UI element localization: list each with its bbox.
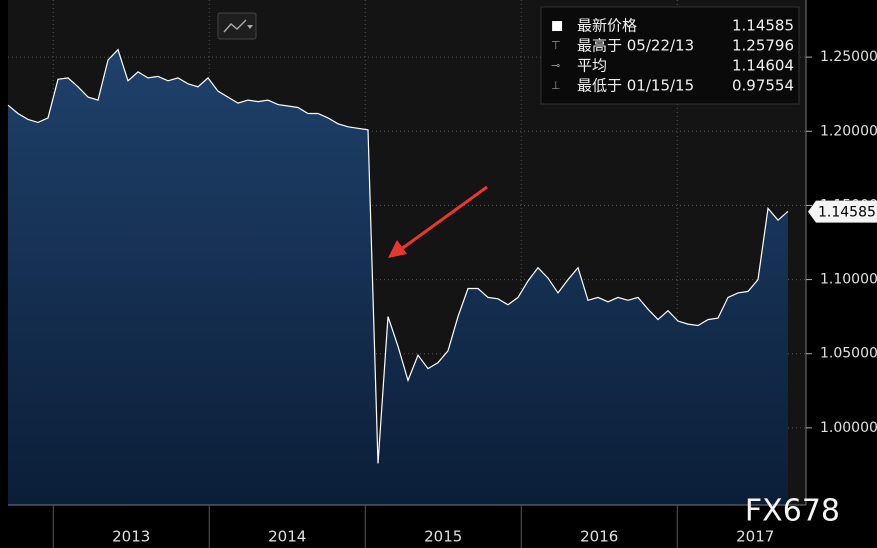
dropdown-icon <box>247 25 253 29</box>
annotation-arrow-head <box>388 240 407 258</box>
legend-value: 1.14585 <box>732 17 794 35</box>
legend-icon: ⊥ <box>551 79 561 92</box>
annotation-arrow <box>399 185 488 252</box>
legend-value: 1.25796 <box>732 37 794 55</box>
y-tick-label: 1.05000 <box>820 346 877 362</box>
x-tick-label: 2015 <box>424 528 462 546</box>
price-tag <box>808 200 877 223</box>
y-tick-label: 1.25000 <box>820 49 877 65</box>
watermark: FX678 <box>745 494 840 529</box>
chart-type-icon <box>223 19 247 33</box>
legend-value: 0.97554 <box>732 77 794 95</box>
price-tag-label: 1.14585 <box>818 205 876 221</box>
legend <box>540 6 800 105</box>
legend-value: 1.14604 <box>732 57 794 75</box>
legend-label: 最低于 01/15/15 <box>577 77 694 95</box>
legend-label: 最高于 05/22/13 <box>577 37 694 55</box>
legend-icon: ⊤ <box>551 39 561 52</box>
area <box>8 49 788 505</box>
chart-type-button[interactable] <box>217 12 257 40</box>
legend-label: 平均 <box>577 57 607 75</box>
y-tick-label: 1.00000 <box>820 420 877 436</box>
line <box>7 48 789 464</box>
y-tick-label: 1.10000 <box>820 272 877 288</box>
legend-icon: ⊸ <box>551 59 560 72</box>
x-tick-label: 2014 <box>268 528 306 546</box>
legend-icon: ■ <box>551 19 563 34</box>
x-tick-label: 2013 <box>112 528 150 546</box>
x-tick-label: 2017 <box>736 528 774 546</box>
y-tick-label: 1.20000 <box>820 123 877 139</box>
x-tick-label: 2016 <box>580 528 618 546</box>
legend-label: 最新价格 <box>577 17 637 35</box>
